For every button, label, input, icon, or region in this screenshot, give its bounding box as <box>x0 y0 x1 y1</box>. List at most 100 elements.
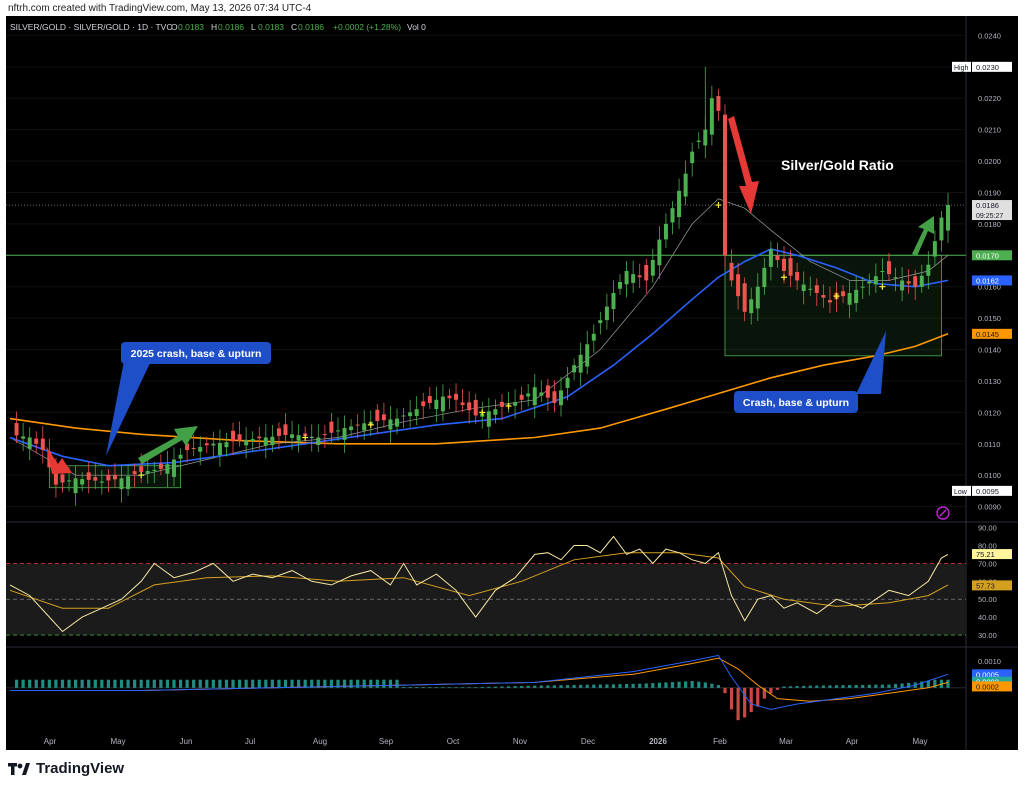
candle-body <box>270 436 275 446</box>
macd-histogram-bar <box>756 687 760 707</box>
macd-histogram-bar <box>185 679 189 688</box>
replay-icon[interactable] <box>936 506 950 520</box>
candle-body <box>755 286 760 309</box>
macd-histogram-bar <box>54 679 58 688</box>
legend-l-label: L <box>251 22 256 32</box>
base-zones <box>48 254 942 489</box>
candle-body <box>736 274 741 297</box>
legend-ohlc: O 0.0183 H 0.0186 L 0.0183 C 0.0186 +0.0002 (+1.… <box>171 22 426 32</box>
candle-body <box>99 481 104 483</box>
candle-body <box>696 140 701 142</box>
candle-body <box>145 470 150 474</box>
green-arrow-2026 <box>912 216 934 256</box>
macd-histogram-bar <box>47 679 51 688</box>
macd-histogram-bar <box>782 686 786 688</box>
candle-body <box>716 96 721 111</box>
x-tick-label: Aug <box>313 737 327 746</box>
macd-histogram-bar <box>139 679 143 688</box>
macd-histogram-bar <box>808 685 812 688</box>
callout-1-text: 2025 crash, base & upturn <box>131 348 262 360</box>
candle-body <box>165 464 170 474</box>
macd-histogram-bar <box>467 687 471 688</box>
macd-histogram-bar <box>342 679 347 688</box>
price-label-box <box>972 275 1012 286</box>
macd-histogram-bar <box>14 679 19 688</box>
red-arrow-2025 <box>46 446 72 474</box>
macd-histogram-bar <box>126 679 130 688</box>
macd-histogram-bar <box>618 684 622 688</box>
macd-histogram-bar <box>316 679 320 688</box>
candle-body <box>782 258 787 271</box>
macd-histogram-bar <box>697 681 701 688</box>
macd-histogram-bar <box>474 687 478 688</box>
macd-histogram-bar <box>152 679 156 688</box>
pivot-marker <box>367 421 374 428</box>
macd-histogram-bar <box>441 687 445 688</box>
candle-body <box>139 466 144 473</box>
macd-histogram-bar <box>428 687 432 688</box>
candle-body <box>60 474 65 483</box>
y-tick-label: 0.0220 <box>978 94 1001 103</box>
macd-histogram-bar <box>80 679 84 688</box>
macd-histogram-bar <box>828 685 832 688</box>
candle-body <box>873 276 878 285</box>
macd-histogram-bar <box>854 685 858 688</box>
price-label-box <box>972 328 1012 339</box>
candle-body <box>80 479 85 485</box>
candle-body <box>932 241 937 257</box>
candle-body <box>67 480 72 482</box>
rsi-last-label-box <box>972 580 1012 591</box>
candle-body <box>827 300 832 303</box>
macd-histogram-bar <box>487 686 491 688</box>
macd-histogram-bar <box>401 686 406 688</box>
candle-body <box>454 393 459 400</box>
y-tick-label: 0.0110 <box>978 440 1000 449</box>
macd-histogram-bar <box>710 683 714 688</box>
y-tick-label: 0.0120 <box>978 408 1001 417</box>
macd-histogram-bar <box>572 684 576 688</box>
y-tick-label: 0.0240 <box>978 31 1001 40</box>
horizontal-line-0170[interactable] <box>6 204 966 256</box>
macd-histogram-bar <box>651 683 655 688</box>
macd-histogram-bar <box>670 682 675 688</box>
candle-body <box>191 447 196 449</box>
macd-tick-label: 0.0010 <box>978 657 1001 666</box>
macd-histogram-bar <box>880 684 885 688</box>
candle-body <box>309 436 314 439</box>
candle-body <box>73 478 78 494</box>
candle-body <box>499 401 504 407</box>
callout-2-pointer <box>856 331 886 394</box>
macd-histogram-bar <box>60 679 65 688</box>
macd-histogram-bar <box>297 679 301 688</box>
x-tick-label: Apr <box>846 737 859 746</box>
legend-h-value: 0.0186 <box>218 22 244 32</box>
candle-body <box>722 114 727 256</box>
x-tick-label: Sep <box>379 737 394 746</box>
macd-histogram-bar <box>933 679 937 688</box>
tradingview-brand: TradingView <box>36 760 125 777</box>
macd-histogram-bar <box>106 679 110 688</box>
tradingview-logo[interactable]: TradingView <box>8 760 124 777</box>
candle-body <box>231 430 236 442</box>
macd-histogram-bar <box>461 687 465 688</box>
candle-body <box>112 474 117 480</box>
macd-histogram-bar <box>231 679 235 688</box>
rsi-tick-label: 90.00 <box>978 524 997 533</box>
candle-body <box>572 365 577 373</box>
legend-symbol[interactable]: SILVER/GOLD · SILVER/GOLD · 1D · TVC <box>10 22 172 32</box>
candle-body <box>93 477 98 481</box>
candle-body <box>178 454 183 459</box>
macd-histogram-bar <box>657 682 661 688</box>
pivot-marker <box>781 274 788 281</box>
macd-histogram-bar <box>415 687 419 688</box>
macd-histogram-bar <box>218 679 222 688</box>
price-tag-box <box>952 61 971 72</box>
macd-histogram-bar <box>506 686 511 688</box>
macd-histogram-bar <box>638 683 642 688</box>
x-tick-label: Jun <box>180 737 193 746</box>
macd-histogram-bar <box>408 687 412 688</box>
macd-last-label: 0.0002 <box>976 682 999 691</box>
macd-histogram-bar <box>133 679 137 688</box>
macd-histogram-bar <box>565 685 570 688</box>
credit-line: nftrh.com created with TradingView.com, … <box>8 3 312 14</box>
